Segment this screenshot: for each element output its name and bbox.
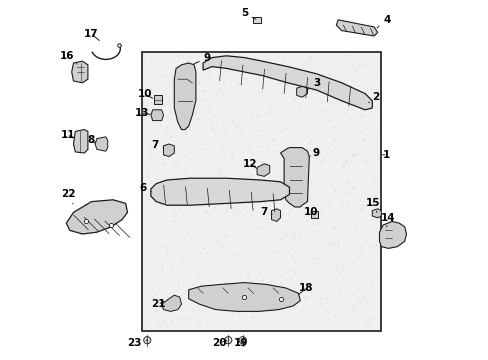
Polygon shape (174, 63, 196, 130)
Text: 11: 11 (61, 130, 75, 140)
Text: 14: 14 (381, 213, 395, 227)
Text: 20: 20 (212, 338, 226, 348)
Polygon shape (151, 110, 163, 121)
Text: 18: 18 (298, 283, 313, 294)
Polygon shape (153, 95, 162, 104)
Bar (252, 17, 261, 23)
Text: 15: 15 (366, 198, 380, 212)
Text: 4: 4 (376, 15, 389, 28)
Polygon shape (188, 283, 300, 311)
Text: 19: 19 (233, 338, 247, 348)
Text: 21: 21 (151, 299, 166, 309)
Polygon shape (203, 56, 371, 110)
Text: 6: 6 (139, 183, 151, 193)
Text: 8: 8 (88, 135, 96, 145)
Polygon shape (151, 178, 289, 205)
Circle shape (224, 337, 231, 344)
Polygon shape (379, 221, 406, 248)
Text: 12: 12 (242, 159, 257, 169)
Polygon shape (162, 295, 181, 311)
Polygon shape (296, 86, 307, 97)
Text: 10: 10 (303, 207, 318, 217)
Text: 1: 1 (382, 150, 389, 160)
Text: 23: 23 (127, 338, 147, 348)
Polygon shape (310, 211, 318, 218)
Text: 16: 16 (60, 51, 77, 64)
Text: 22: 22 (61, 189, 75, 204)
Text: 5: 5 (241, 8, 255, 19)
Polygon shape (336, 20, 377, 36)
Text: 2: 2 (368, 92, 379, 103)
Polygon shape (73, 130, 88, 153)
Polygon shape (271, 209, 280, 221)
Text: 3: 3 (308, 78, 320, 89)
Text: 17: 17 (84, 29, 99, 41)
Polygon shape (371, 209, 381, 218)
Polygon shape (280, 148, 309, 207)
Text: 9: 9 (193, 53, 210, 64)
Text: 13: 13 (134, 108, 150, 118)
Circle shape (143, 337, 151, 344)
Polygon shape (72, 61, 88, 83)
Polygon shape (66, 200, 127, 234)
Text: 9: 9 (309, 148, 320, 158)
Polygon shape (95, 137, 107, 151)
Text: 10: 10 (138, 89, 152, 99)
Polygon shape (163, 144, 174, 157)
Polygon shape (257, 164, 269, 176)
FancyBboxPatch shape (142, 52, 381, 331)
Circle shape (239, 337, 246, 344)
Text: 7: 7 (151, 140, 163, 150)
Text: 7: 7 (260, 207, 272, 217)
